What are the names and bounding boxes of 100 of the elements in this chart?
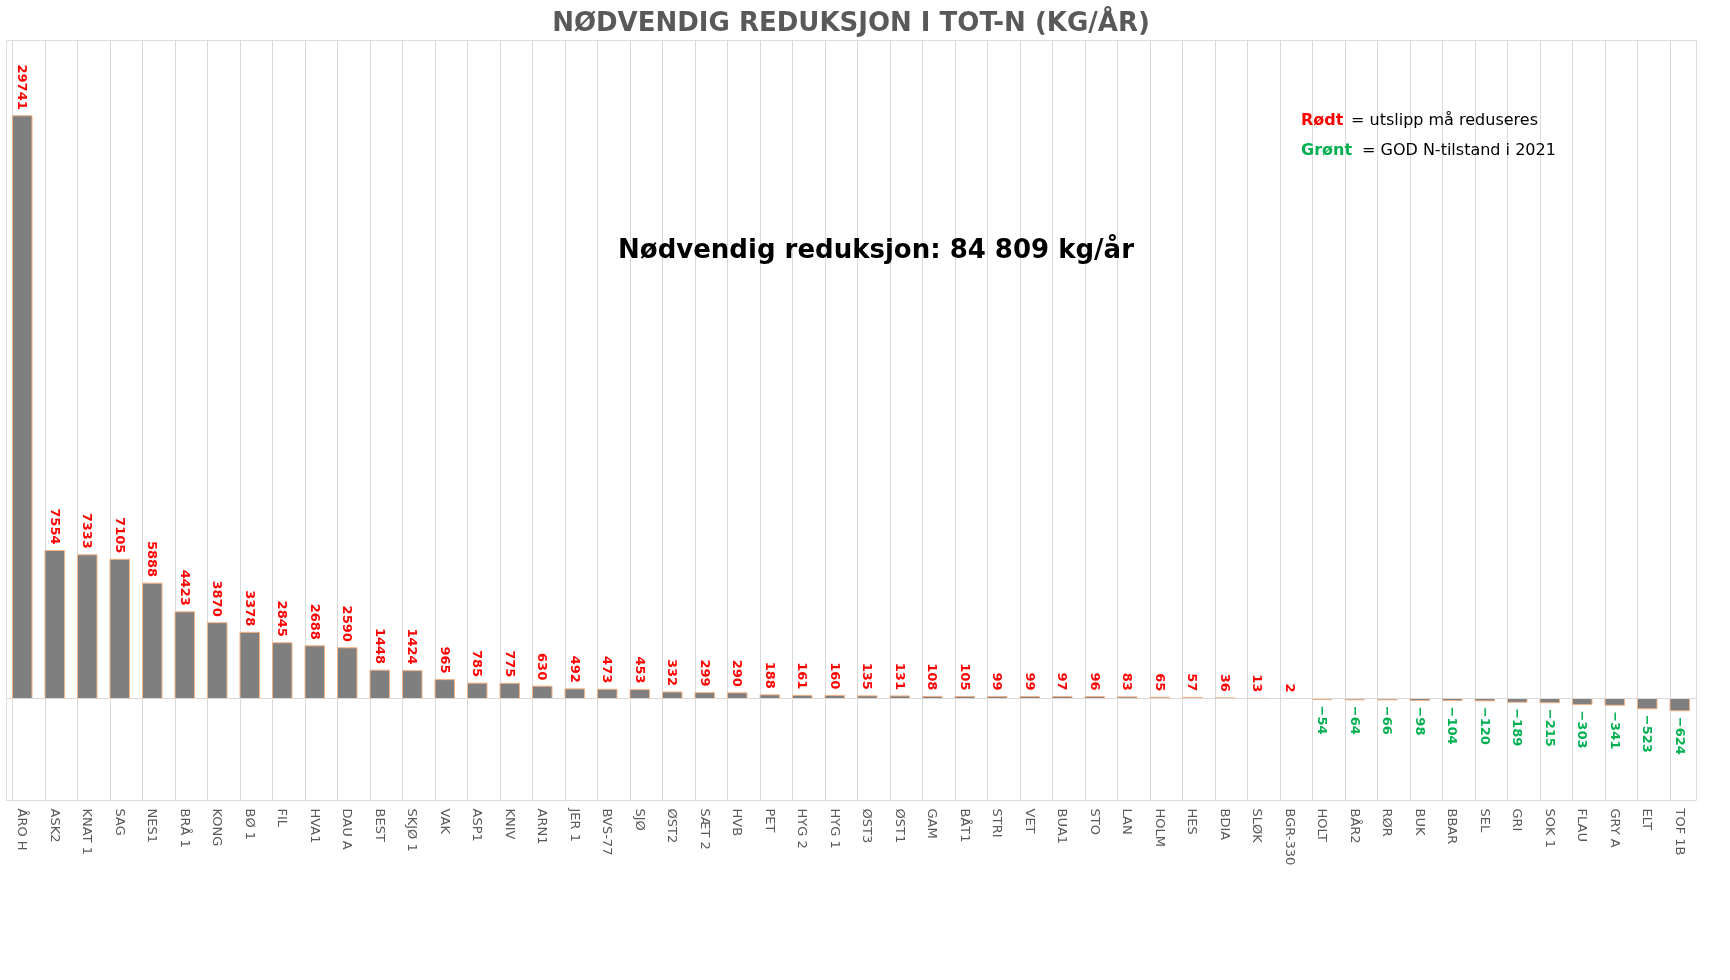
data-label: −215: [1542, 708, 1558, 747]
x-tick-label: HVB: [730, 808, 746, 837]
annotation: Grønt = GOD N-tilstand i 2021: [1301, 140, 1556, 159]
data-label: −64: [1347, 705, 1363, 735]
data-label: 4423: [177, 569, 193, 606]
data-label: −66: [1380, 705, 1396, 735]
x-tick-label: HOLT: [1315, 808, 1331, 842]
data-label: −120: [1477, 706, 1493, 745]
x-tick-label: HYG 2: [795, 808, 811, 849]
chart-title: NØDVENDIG REDUKSJON I TOT-N (KG/ÅR): [552, 6, 1150, 37]
x-tick-label: HVA1: [307, 808, 323, 844]
x-tick-label: ARN1: [535, 808, 551, 845]
data-label: 3378: [242, 590, 258, 627]
data-label: 332: [665, 658, 681, 687]
x-tick-label: BØ 1: [242, 808, 258, 841]
data-label: 1424: [405, 628, 421, 665]
x-tick-label: RØR: [1380, 808, 1396, 837]
data-label: −523: [1640, 714, 1656, 753]
annotation: Rødt = utslipp må reduseres: [1301, 110, 1538, 129]
x-tick-label: BÅR2: [1347, 808, 1363, 844]
data-label: 5888: [145, 540, 161, 578]
x-tick-label: HES: [1185, 808, 1201, 835]
x-tick-label: GAM: [925, 808, 941, 839]
x-tick-label: KONG: [210, 808, 226, 847]
data-label: 135: [860, 662, 876, 690]
data-label: 97: [1055, 672, 1071, 691]
data-label: 99: [990, 672, 1006, 691]
data-label: 7105: [112, 517, 128, 554]
data-label: 785: [470, 650, 486, 678]
data-label: 965: [437, 646, 453, 674]
x-tick-label: ØST1: [892, 808, 908, 844]
x-tick-label: JER 1: [567, 807, 583, 842]
x-tick-label: BVS-77: [600, 808, 616, 856]
data-label: 36: [1217, 673, 1233, 692]
x-tick-label: KNAT 1: [80, 808, 96, 855]
data-label: 492: [567, 655, 583, 683]
x-tick-label: DAU A: [340, 808, 356, 850]
data-label: 775: [502, 650, 518, 678]
data-label: −54: [1315, 705, 1331, 735]
x-tick-label: SÆT 2: [697, 808, 713, 850]
data-label: 7333: [80, 512, 96, 549]
x-tick-label: GRY A: [1607, 808, 1623, 848]
x-tick-label: BRÅ 1: [177, 808, 193, 848]
x-tick-label: BBAR: [1445, 808, 1461, 845]
data-label: 2590: [340, 605, 356, 642]
data-label: −303: [1575, 710, 1591, 749]
data-label: −98: [1412, 706, 1428, 736]
x-tick-label: BEST: [372, 808, 388, 842]
x-tick-label: ÅRO H: [15, 808, 31, 851]
data-label: 3870: [210, 580, 226, 617]
data-label: 29741: [15, 64, 31, 110]
x-tick-label: BDIA: [1217, 808, 1233, 841]
data-label: 13: [1250, 674, 1266, 693]
x-tick-label: BUK: [1412, 808, 1428, 836]
annotation: Nødvendig reduksjon: 84 809 kg/år: [618, 233, 1135, 264]
x-tick-label: FLAU: [1575, 808, 1591, 842]
x-tick-label: ASK2: [47, 808, 63, 843]
x-tick-label: ELT: [1640, 808, 1656, 831]
x-tick-label: SLØK: [1250, 808, 1266, 844]
x-tick-label: ØST3: [860, 808, 876, 844]
data-label: 99: [1022, 672, 1038, 691]
data-label: 630: [535, 653, 551, 681]
x-tick-label: STO: [1087, 808, 1103, 835]
x-tick-label: STRI: [990, 808, 1006, 838]
data-label: 96: [1087, 672, 1103, 691]
x-tick-label: KNIV: [502, 808, 518, 840]
x-tick-label: VET: [1022, 808, 1038, 834]
data-label: 108: [925, 663, 941, 691]
data-label: 57: [1185, 673, 1201, 692]
data-label: 131: [892, 662, 908, 690]
data-label: 83: [1120, 672, 1136, 691]
data-label: 2845: [275, 600, 291, 637]
x-tick-label: VAK: [437, 808, 453, 835]
data-label: 299: [697, 659, 713, 687]
x-tick-label: PET: [762, 808, 778, 833]
data-label: 7554: [47, 508, 63, 545]
x-tick-label: BÅT1: [957, 808, 973, 843]
x-tick-label: SOK 1: [1542, 808, 1558, 848]
data-label: 160: [827, 662, 843, 690]
data-label: 105: [957, 663, 973, 691]
data-label: −104: [1445, 706, 1461, 745]
x-tick-label: SAG: [112, 808, 128, 836]
x-tick-label: FIL: [275, 808, 291, 828]
x-tick-label: SEL: [1477, 808, 1493, 833]
data-label: 161: [795, 662, 811, 690]
data-label: 2688: [307, 603, 323, 640]
x-tick-label: SJØ: [632, 808, 648, 831]
x-tick-label: ASP1: [470, 808, 486, 842]
data-label: 473: [600, 656, 616, 684]
x-tick-label: SKJØ 1: [405, 808, 421, 852]
x-tick-label: NES1: [145, 808, 161, 843]
data-label: 2: [1282, 683, 1298, 693]
data-label: 1448: [372, 627, 388, 665]
data-label: 453: [632, 656, 648, 684]
x-tick-label: BGR-330: [1282, 808, 1298, 866]
x-tick-label: HYG 1: [827, 808, 843, 849]
x-tick-label: ØST2: [665, 808, 681, 844]
x-tick-label: LAN: [1120, 808, 1136, 835]
data-label: −341: [1607, 711, 1623, 750]
x-tick-label: GRI: [1510, 808, 1526, 832]
